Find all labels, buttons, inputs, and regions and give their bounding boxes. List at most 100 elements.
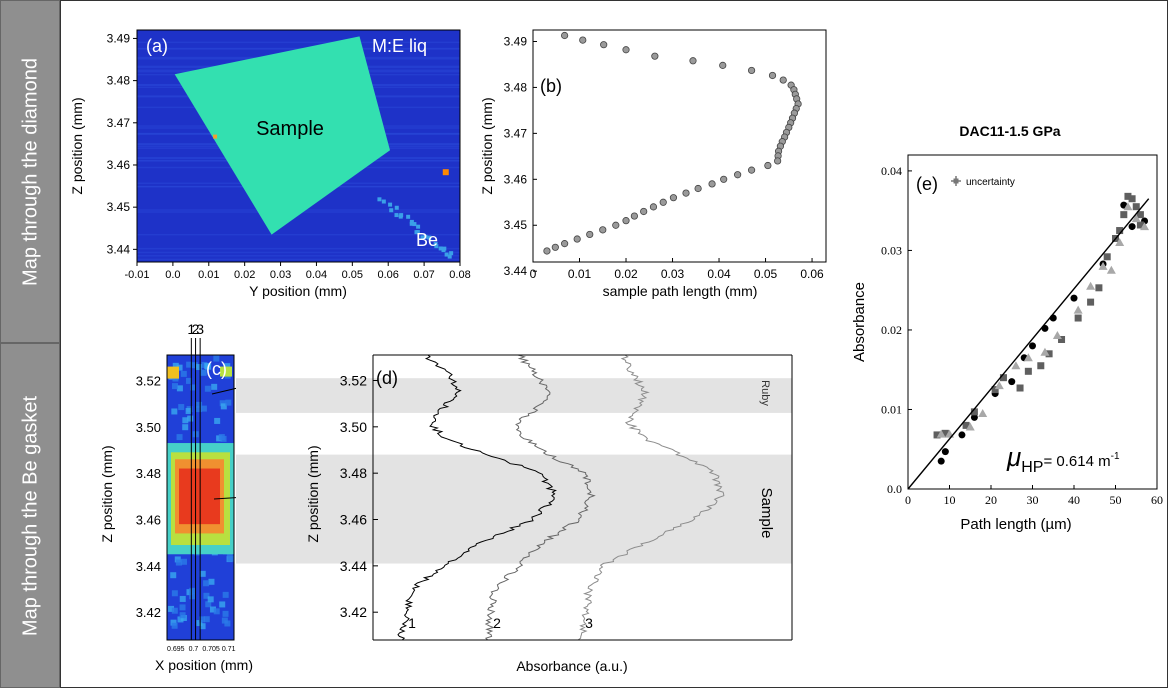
a-panel-label: (a) [146,36,168,56]
map-c-speckle [195,406,202,413]
map-c-speckle [177,616,184,623]
map-c-speckle [200,369,207,376]
c-profile-line-label: 1 [187,321,195,337]
d-x-axis-label: Absorbance (a.u.) [516,658,627,674]
map-c-speckle [205,601,212,608]
a-annotation-liquid: M:E liq [372,36,427,56]
map-a-stripe [137,251,460,254]
a-x-tick-label: 0.04 [306,269,327,281]
b-x-tick-label: 0.02 [614,267,638,281]
b-data-point [622,46,630,54]
b-data-point [651,52,659,60]
a-x-tick-label: 0.07 [413,269,434,281]
map-c-speckle [224,363,231,370]
map-a-frame [136,29,461,263]
map-c-speckle [187,415,194,422]
map-c-speckle [198,616,205,623]
map-c-speckle [221,617,228,624]
e-point-square [1087,298,1095,306]
b-data-point [543,247,551,255]
map-c-speckle [227,555,234,562]
c-y-tick-label: 3.48 [136,466,161,481]
d-series-3-label: 3 [585,615,593,631]
e-point-triangle [1115,237,1125,246]
e-point-triangle [1011,361,1021,370]
b-data-point [720,175,728,183]
e-point-square [999,374,1007,382]
e-point-circle [937,457,945,465]
d-series-3-line [577,354,725,641]
map-c-speckle [190,384,197,391]
map-c-speckle [207,596,214,603]
b-data-point [768,71,777,80]
map-a-speckle [377,197,382,202]
a-y-tick-label: 3.49 [107,31,131,45]
e-point-square [1136,211,1144,219]
a-x-tick-label: 0.03 [270,269,291,281]
map-c-speckle [199,570,206,577]
b-data-point [669,194,678,202]
map-c-speckle [185,408,192,415]
e-x-tick-label: 50 [1110,493,1122,507]
e-legend-label: uncertainty [966,177,1015,188]
c-x-axis-label: X position (mm) [155,657,253,673]
map-a-speckle [441,248,446,253]
e-y-axis-label: Absorbance [851,282,868,362]
d-panel-label: (d) [376,368,398,388]
side-band-bottom: Map through the Be gasket [0,343,60,688]
map-c-band-red [179,468,220,525]
c-profile-line-label: 3 [196,321,204,337]
d-y-tick-label: 3.44 [340,558,367,574]
a-x-axis-label: Y position (mm) [249,283,347,299]
map-c-speckle [222,591,229,598]
b-data-point [599,226,607,234]
e-point-square [1128,195,1136,203]
e-point-triangle [1098,261,1108,270]
b-y-tick-label: 3.44 [504,264,528,278]
map-c-speckle [186,361,193,368]
a-y-tick-label: 3.46 [107,158,131,172]
b-data-point [708,180,716,188]
b-data-point [734,171,742,179]
map-c-speckle [170,619,177,626]
e-uncertainty-icon [953,178,959,184]
e-point-square [1045,350,1053,358]
b-data-point [689,57,697,65]
d-y-tick-label: 3.42 [340,604,367,620]
map-a-speckle [447,254,452,259]
map-c-speckle [208,578,215,585]
map-c-speckle [171,622,178,629]
b-data-point [573,235,581,243]
b-x-tick-label: 0.01 [568,267,592,281]
map-c-speckle [176,434,183,441]
map-c-speckle [179,604,186,611]
e-y-tick-label: 0.03 [881,243,902,257]
map-c-speckle [189,593,196,600]
d-series-2-label: 2 [493,615,501,631]
a-y-tick-label: 3.47 [107,116,131,130]
d-y-tick-label: 3.52 [340,372,367,388]
e-point-square [991,386,999,394]
e-point-triangle [1073,305,1083,314]
map-c-speckle [213,608,220,615]
map-c-hot-pixel [220,366,232,377]
e-point-square [1116,227,1124,235]
map-a-stripe [137,47,460,50]
b-data-point [774,157,782,165]
map-a-speckle [427,235,432,240]
d-y-tick-label: 3.48 [340,465,367,481]
e-mu-superscript: -1 [1111,451,1120,462]
map-c-speckle [174,556,181,563]
e-point-square [1103,253,1111,261]
e-y-tick-label: 0.01 [881,402,902,416]
map-c-speckle [225,399,232,406]
d-y-tick-label: 3.50 [340,419,367,435]
map-a-stripe [137,247,460,250]
e-point-square [941,429,949,437]
map-a-speckle [394,205,399,210]
e-point-square [962,421,970,429]
b-y-tick-label: 3.47 [504,126,528,140]
d-band-label-ruby: Ruby [759,380,771,406]
b-data-point [694,184,702,193]
